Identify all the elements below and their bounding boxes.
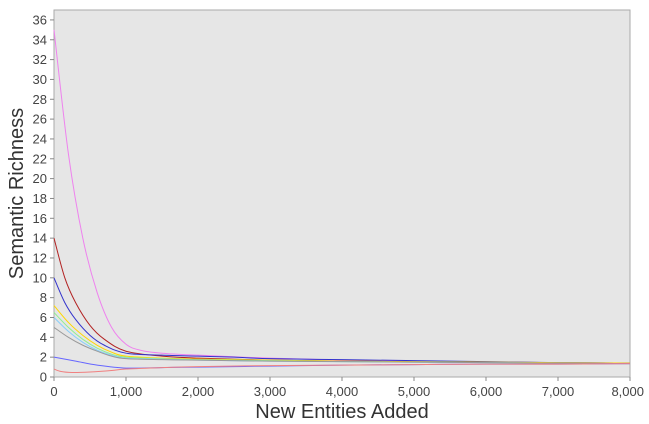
y-tick-label: 14 (33, 231, 47, 246)
series-line-9 (53, 363, 631, 374)
x-tick-label: 0 (50, 384, 57, 399)
x-tick-label: 7,000 (542, 384, 575, 399)
y-tick-label: 32 (33, 52, 47, 67)
y-tick-label: 18 (33, 191, 47, 206)
y-tick-label: 4 (40, 330, 47, 345)
x-axis-ticks: 0 1,000 2,000 3,000 4,000 5,000 6,000 7,000 8,00… (50, 377, 644, 399)
y-tick-label: 16 (33, 211, 47, 226)
y-tick-label: 28 (33, 92, 47, 107)
y-tick-label: 6 (40, 310, 47, 325)
series-layer (53, 29, 631, 374)
y-tick-label: 26 (33, 112, 47, 127)
x-tick-label: 5,000 (398, 384, 431, 399)
y-tick-label: 8 (40, 290, 47, 305)
y-tick-label: 24 (33, 131, 47, 146)
y-axis-title: Semantic Richness (6, 108, 28, 279)
y-tick-label: 12 (33, 250, 47, 265)
series-line-3 (53, 277, 631, 364)
x-tick-label: 4,000 (326, 384, 359, 399)
y-tick-label: 34 (33, 32, 47, 47)
y-tick-label: 36 (33, 12, 47, 27)
y-tick-label: 22 (33, 151, 47, 166)
x-tick-label: 8,000 (611, 384, 644, 399)
y-tick-label: 2 (40, 350, 47, 365)
y-tick-label: 20 (33, 171, 47, 186)
x-tick-label: 6,000 (470, 384, 503, 399)
y-tick-label: 0 (40, 370, 47, 385)
x-tick-label: 2,000 (182, 384, 215, 399)
x-axis-title: New Entities Added (255, 401, 428, 423)
series-line-7 (53, 326, 631, 365)
plot-area (53, 9, 631, 378)
y-tick-label: 10 (33, 270, 47, 285)
y-tick-label: 30 (33, 72, 47, 87)
x-tick-label: 1,000 (110, 384, 143, 399)
x-tick-label: 3,000 (254, 384, 287, 399)
